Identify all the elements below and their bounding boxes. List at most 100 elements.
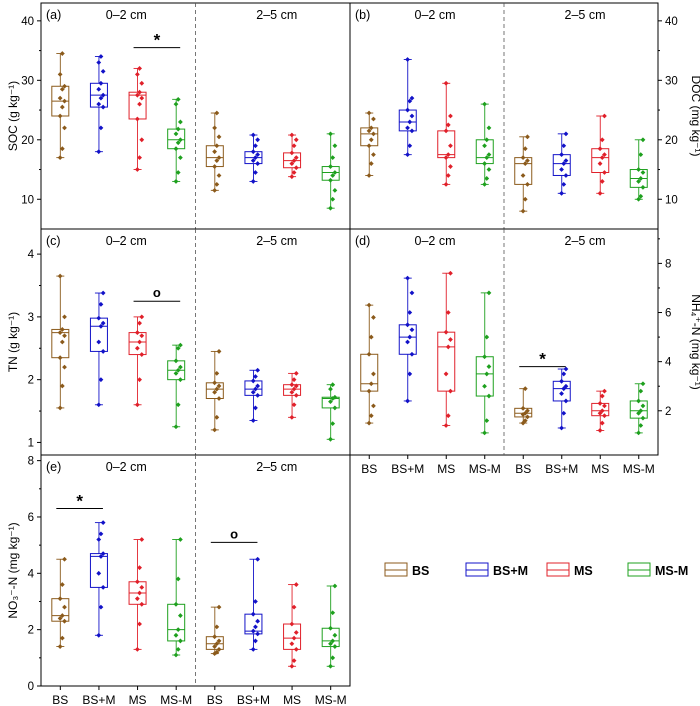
data-point (522, 386, 528, 392)
data-point (597, 428, 603, 433)
data-point (214, 414, 220, 420)
data-point (212, 164, 218, 169)
data-point (328, 205, 333, 211)
data-point (486, 364, 492, 369)
data-point (134, 92, 140, 98)
y-tick-label: 6 (28, 512, 34, 524)
data-point (139, 585, 145, 590)
data-point (134, 579, 140, 585)
data-point (484, 176, 490, 181)
y-tick-label: 2 (665, 406, 671, 418)
data-point (597, 190, 603, 196)
data-point (409, 327, 415, 333)
data-point (57, 330, 63, 335)
data-point (371, 371, 376, 377)
data-point (62, 98, 67, 104)
iqr-box (514, 157, 533, 185)
data-point (98, 531, 104, 537)
data-point (448, 337, 453, 342)
data-point (214, 370, 220, 376)
iqr-box (437, 130, 456, 159)
data-point (559, 152, 564, 158)
data-point (98, 95, 104, 101)
box-MS-deep (283, 370, 302, 420)
box-BSplusM-deep (244, 556, 263, 652)
data-point (409, 113, 415, 119)
data-point (96, 339, 102, 345)
data-point (482, 161, 487, 166)
box-BSplusM-deep (244, 367, 263, 423)
data-point (640, 170, 646, 175)
data-point (443, 423, 449, 428)
data-point (216, 349, 222, 354)
data-point (59, 327, 65, 332)
legend: BS BS+M MS MS-M (384, 562, 688, 578)
data-point (332, 583, 338, 589)
data-point (250, 418, 256, 423)
data-point (522, 161, 528, 166)
data-point (59, 51, 65, 56)
panel-b: (b) 0–2 cm 2–5 cm 10 20 30 40 DOC (mg kg⁻¹) (349, 2, 700, 230)
x-tick-label: BS (361, 462, 377, 476)
data-point (293, 582, 299, 587)
box-MS-M-shallow (475, 290, 494, 436)
box-MS-deep (591, 388, 610, 433)
data-point (328, 399, 333, 405)
data-point (445, 122, 451, 128)
data-point (98, 554, 104, 559)
data-point (289, 174, 295, 180)
data-point (96, 632, 102, 638)
data-point (214, 386, 220, 392)
data-point (368, 413, 374, 419)
data-point (330, 396, 336, 401)
data-point (57, 644, 63, 649)
data-point (59, 613, 65, 618)
depth-label: 0–2 cm (415, 234, 456, 248)
data-point (443, 128, 449, 134)
data-point (289, 161, 295, 166)
iqr-box (475, 356, 494, 397)
data-point (173, 652, 179, 658)
box-BSplusM-deep (552, 366, 571, 431)
depth-label: 2–5 cm (256, 234, 297, 248)
y-tick-label: 4 (28, 568, 35, 580)
box-MS-shallow (128, 537, 147, 652)
data-point (405, 125, 410, 131)
data-point (216, 134, 222, 140)
data-point (330, 382, 336, 388)
data-point (59, 86, 65, 92)
data-point (96, 402, 102, 408)
data-point (602, 403, 607, 409)
data-point (216, 638, 222, 644)
data-point (173, 424, 179, 430)
data-point (405, 398, 410, 404)
data-point (368, 125, 374, 131)
data-point (175, 140, 181, 146)
panel-c: (c) 0–2 cm 2–5 cm 1 2 3 4 TN (g kg⁻¹) o (6, 228, 351, 456)
data-point (100, 320, 106, 326)
data-point (57, 405, 63, 411)
data-point (602, 152, 607, 158)
data-point (486, 152, 492, 158)
box-MS-deep (591, 113, 610, 196)
data-point (98, 604, 104, 610)
box-MS-M-deep (629, 137, 648, 202)
data-point (96, 315, 102, 321)
data-point (62, 618, 67, 624)
data-point (482, 143, 487, 149)
box-MS-shallow (128, 66, 147, 172)
data-point (522, 418, 528, 424)
box-MS-M-deep (321, 131, 340, 211)
y-tick-label: 30 (21, 75, 34, 87)
data-point (57, 615, 63, 621)
data-point (409, 95, 415, 101)
data-point (137, 155, 142, 161)
y-axis-label: NH₄⁺-N (mg kg⁻¹) (689, 294, 700, 390)
y-tick-label: 20 (665, 135, 678, 147)
data-point (216, 155, 222, 161)
x-tick-label: MS (591, 462, 609, 476)
y-tick-label: 8 (28, 456, 34, 468)
data-point (330, 196, 336, 202)
y-tick-label: 20 (21, 135, 34, 147)
depth-label: 2–5 cm (565, 234, 606, 248)
